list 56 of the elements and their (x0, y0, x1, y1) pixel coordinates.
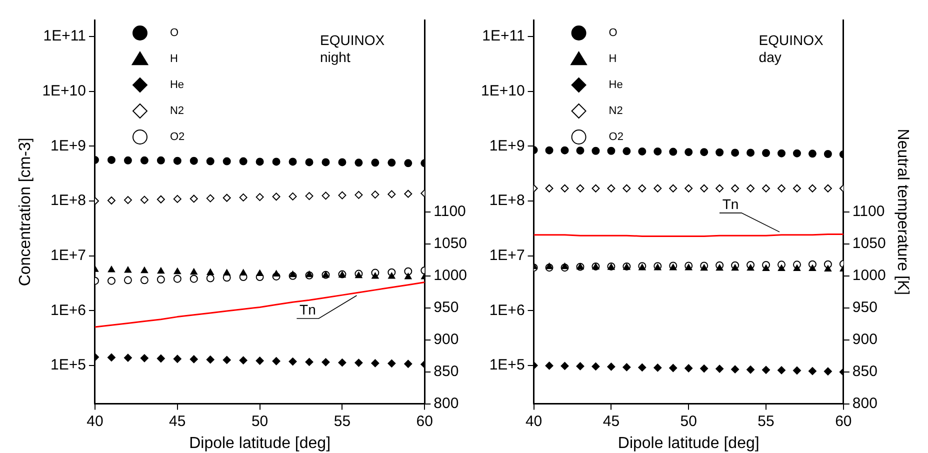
legend-label: He (608, 79, 623, 92)
annotation: EQUINOX night (320, 32, 386, 65)
x-tick-label: 50 (251, 412, 268, 430)
x-axis-title: Dipole latitude [deg] (189, 434, 331, 452)
y-tick-label: 1E+8 (489, 192, 525, 210)
y2-tick-label: 950 (434, 298, 459, 316)
legend-label: N2 (608, 105, 623, 118)
y-tick-label: 1E+10 (42, 82, 86, 100)
legend-label: He (170, 79, 184, 92)
y-tick-label: 1E+6 (489, 302, 525, 319)
legend-label: N2 (170, 105, 184, 118)
x-tick-label: 50 (680, 412, 697, 430)
x-tick-label: 60 (835, 412, 852, 430)
y2-axis-title: Neutral temperature [K] (894, 128, 911, 296)
x-tick-label: 45 (169, 412, 186, 430)
annotation: EQUINOX day (758, 32, 824, 65)
y-tick-label: 1E+5 (50, 356, 86, 374)
legend-label: H (170, 53, 178, 66)
y2-tick-label: 1050 (852, 235, 886, 252)
y2-tick-label: 850 (852, 362, 878, 380)
x-tick-label: 55 (334, 412, 351, 430)
y-axis-title: Concentration [cm-3] (17, 138, 34, 286)
y2-tick-label: 850 (434, 362, 459, 380)
legend-label: H (608, 53, 617, 66)
x-tick-label: 60 (416, 412, 433, 430)
y-tick-label: 1E+7 (489, 246, 525, 264)
x-tick-label: 55 (758, 412, 774, 430)
series-label: Tn (300, 301, 316, 318)
y-tick-label: 1E+7 (50, 246, 86, 264)
y2-tick-label: 900 (852, 330, 878, 348)
y2-tick-label: 950 (852, 298, 878, 316)
legend-label: O2 (170, 131, 185, 144)
legend-label: O (170, 27, 179, 40)
y-tick-label: 1E+6 (50, 302, 86, 319)
x-axis-title: Dipole latitude [deg] (618, 434, 760, 452)
y-tick-label: 1E+8 (50, 192, 86, 210)
series-label: Tn (722, 196, 739, 212)
y2-tick-label: 1100 (434, 203, 466, 220)
x-tick-label: 40 (525, 412, 542, 430)
y2-tick-label: 1000 (434, 267, 468, 284)
y-tick-label: 1E+5 (489, 356, 525, 374)
y-tick-label: 1E+9 (489, 137, 525, 154)
x-tick-label: 40 (86, 412, 104, 430)
y-tick-label: 1E+9 (50, 137, 86, 154)
x-tick-label: 45 (602, 412, 620, 430)
y-tick-label: 1E+10 (480, 82, 525, 100)
y2-tick-label: 800 (852, 394, 878, 412)
legend-label: O (608, 27, 618, 40)
y2-tick-label: 1000 (852, 267, 886, 284)
y2-tick-label: 900 (434, 330, 459, 348)
y-tick-label: 1E+11 (482, 28, 525, 45)
y-tick-label: 1E+11 (43, 28, 86, 45)
y2-tick-label: 800 (434, 394, 459, 412)
y2-tick-label: 1100 (852, 203, 885, 220)
legend-label: O2 (608, 131, 624, 144)
y2-tick-label: 1050 (434, 235, 468, 252)
